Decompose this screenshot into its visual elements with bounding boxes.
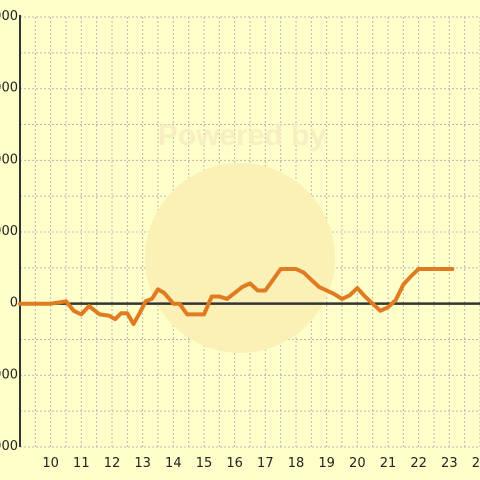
x-tick-label: 21 — [380, 456, 397, 471]
x-tick-label: 22 — [410, 456, 427, 471]
y-tick-label: -6,000 — [0, 439, 18, 454]
tick-labels: -6,000 -3,000 0 3,000 6,000 9,000 12,000 10 11 12… — [0, 9, 480, 471]
x-tick-label: 20 — [349, 456, 366, 471]
x-tick-label: 18 — [288, 456, 305, 471]
series-line-0 — [18, 267, 455, 326]
x-tick-label: 19 — [318, 456, 335, 471]
x-tick-label: 16 — [226, 456, 243, 471]
y-tick-label: -3,000 — [0, 367, 18, 382]
x-tick-label: 10 — [42, 456, 59, 471]
x-tick-label: 23 — [441, 456, 458, 471]
watermark-disc — [145, 163, 335, 353]
x-tick-label: 12 — [104, 456, 121, 471]
y-tick-label: 9,000 — [0, 81, 18, 96]
watermark-text: Powered by — [158, 119, 327, 152]
x-tick-label: 24 — [472, 456, 480, 471]
watermark: Powered by — [145, 119, 335, 353]
x-tick-label: 15 — [196, 456, 213, 471]
x-tick-label: 11 — [73, 456, 90, 471]
y-tick-label: 3,000 — [0, 224, 18, 239]
y-tick-label: 6,000 — [0, 152, 18, 167]
x-tick-label: 13 — [134, 456, 151, 471]
axes — [19, 15, 480, 447]
y-tick-label: 0 — [10, 296, 18, 311]
y-tick-label: 12,000 — [0, 9, 18, 24]
series-layer — [18, 267, 455, 326]
x-tick-label: 17 — [257, 456, 274, 471]
x-tick-label: 14 — [165, 456, 182, 471]
grid — [20, 16, 480, 448]
